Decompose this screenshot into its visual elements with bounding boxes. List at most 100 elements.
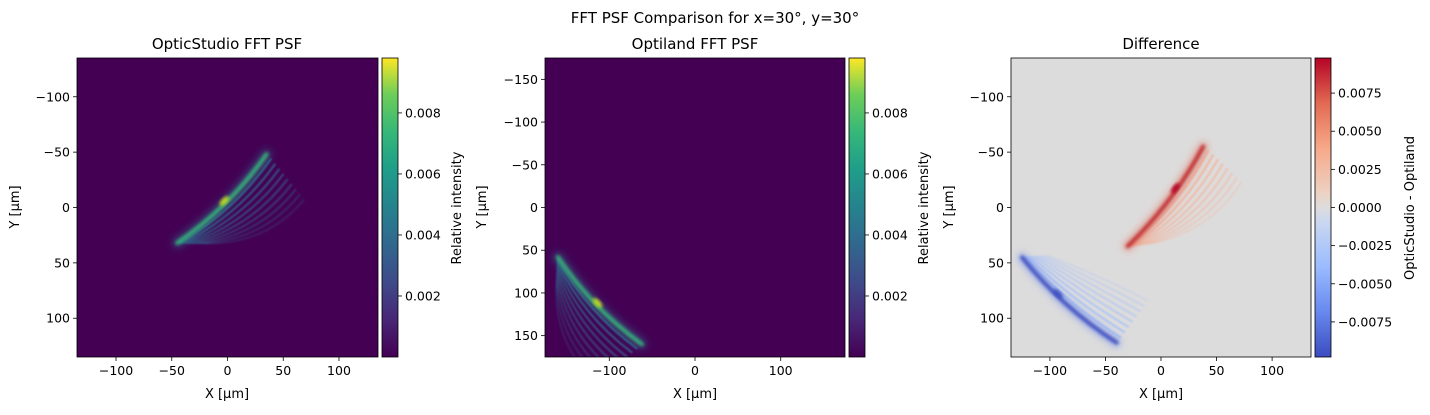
psf-fringe	[1145, 172, 1234, 246]
psf-fringe	[195, 183, 293, 245]
psf-fringe	[555, 280, 584, 357]
panel-title: Difference	[1122, 35, 1199, 53]
x-tick-label: −50	[159, 363, 185, 378]
panel-title: OpticStudio FFT PSF	[152, 35, 302, 53]
y-tick-label: −50	[512, 157, 538, 172]
y-tick-label: 0	[62, 200, 70, 215]
psf-hotspot	[219, 196, 230, 206]
colorbar-tick-label: 0.002	[872, 288, 908, 303]
colorbar-label: Relative intensity	[450, 151, 465, 264]
x-axis-label: X [µm]	[1139, 387, 1183, 402]
figure-suptitle: FFT PSF Comparison for x=30°, y=30°	[571, 9, 859, 27]
colorbar-tick-label: 0.0000	[1338, 200, 1382, 215]
psf-pattern	[553, 252, 647, 357]
x-axis-label: X [µm]	[205, 387, 249, 402]
plot-area	[545, 58, 845, 357]
colorbar-tick-label: 0.008	[872, 105, 908, 120]
colorbar-tick-label: −0.0025	[1338, 238, 1392, 253]
x-axis-label: X [µm]	[673, 387, 717, 402]
colorbar	[848, 57, 866, 358]
psf-fringe	[1036, 255, 1137, 318]
colorbar-tick-label: −0.0050	[1338, 276, 1392, 291]
x-tick-label: 0	[224, 363, 232, 378]
colorbar-ticks: 0.002 0.004 0.006 0.008	[398, 105, 441, 303]
y-tick-label: −100	[970, 89, 1004, 104]
psf-fringe	[1027, 255, 1126, 334]
psf-fringe	[555, 271, 610, 357]
panel-optiland: Optiland FFT PSF −100 0 100 −150 −100 −50 0 50…	[475, 35, 932, 402]
x-tick-label: −100	[592, 363, 626, 378]
psf-hotspot	[592, 298, 603, 308]
panel-difference: Difference −100 −50 0 50 100 −100 −50 0 50 100 X…	[942, 35, 1418, 402]
x-tick-label: 100	[1260, 363, 1284, 378]
colorbar-tick-label: 0.0025	[1338, 162, 1382, 177]
y-tick-label: 50	[988, 255, 1004, 270]
colorbar	[1314, 57, 1332, 358]
y-tick-label: 50	[522, 243, 538, 258]
y-tick-label: −50	[978, 145, 1004, 160]
psf-fringe	[201, 193, 301, 245]
y-axis-label: Y [µm]	[942, 185, 957, 229]
x-tick-label: 100	[327, 363, 351, 378]
y-tick-label: −50	[44, 145, 70, 160]
colorbar	[381, 57, 399, 358]
x-tick-label: −50	[1092, 363, 1118, 378]
psf-pattern	[172, 149, 305, 248]
difference-pattern	[1017, 142, 1243, 348]
psf-fringe	[1040, 255, 1141, 313]
y-tick-label: 0	[530, 200, 538, 215]
x-axis: −100 −50 0 50 100	[1033, 357, 1284, 378]
x-tick-label: 50	[1209, 363, 1225, 378]
psf-fringe	[198, 188, 297, 245]
psf-fringe	[1030, 255, 1130, 328]
panel-title: Optiland FFT PSF	[632, 35, 759, 53]
colorbar-tick-label: 0.006	[872, 166, 908, 181]
colorbar-tick-label: 0.004	[872, 227, 908, 242]
colorbar-tick-label: 0.002	[405, 288, 441, 303]
colorbar-ticks: 0.002 0.004 0.006 0.008	[865, 105, 908, 303]
psf-fringe	[556, 262, 633, 354]
y-tick-label: 100	[514, 285, 538, 300]
psf-fringe	[555, 283, 577, 357]
y-tick-label: 100	[46, 311, 70, 326]
psf-hotspot	[1052, 289, 1063, 299]
y-tick-label: 50	[54, 255, 70, 270]
y-tick-label: 100	[980, 311, 1004, 326]
colorbar-tick-label: 0.004	[405, 227, 441, 242]
y-tick-label: −100	[504, 115, 538, 130]
psf-fringe	[204, 198, 305, 245]
x-tick-label: −100	[1033, 363, 1067, 378]
psf-hotspot	[1171, 183, 1180, 194]
x-tick-label: 0	[691, 363, 699, 378]
x-tick-label: 50	[275, 363, 291, 378]
psf-caustic	[1020, 255, 1119, 345]
colorbar-tick-label: −0.0075	[1338, 314, 1392, 329]
x-axis: −100 −50 0 50 100	[99, 357, 351, 378]
psf-fringe	[556, 265, 628, 357]
psf-fringe	[1142, 167, 1229, 246]
colorbar-ticks: −0.0075 −0.0050 −0.0025 0.0000 0.0025 0.0050 0…	[1331, 86, 1392, 329]
psf-fringe	[182, 163, 276, 245]
plot-area	[77, 58, 378, 357]
psf-fringe	[555, 274, 601, 357]
x-axis: −100 0 100	[592, 357, 793, 378]
psf-fringe	[1139, 163, 1224, 246]
psf-fringe	[1132, 154, 1214, 247]
colorbar-tick-label: 0.0075	[1338, 86, 1382, 101]
y-axis-label: Y [µm]	[475, 185, 490, 229]
psf-fringe	[1043, 254, 1145, 307]
plot-area	[1011, 58, 1311, 357]
colorbar-label: OpticStudio - Optiland	[1403, 136, 1418, 280]
psf-fringe	[555, 277, 592, 357]
psf-caustic	[1125, 144, 1206, 249]
psf-fringe	[1135, 158, 1219, 247]
y-axis: −100 −50 0 50 100	[970, 89, 1011, 326]
y-tick-label: 0	[996, 200, 1004, 215]
panel-opticstudio: OpticStudio FFT PSF −100 −50 0 50 100 −100 −5…	[8, 35, 465, 402]
colorbar-tick-label: 0.006	[405, 166, 441, 181]
colorbar-tick-label: 0.008	[405, 105, 441, 120]
y-tick-label: −100	[36, 89, 70, 104]
x-tick-label: 0	[1157, 363, 1165, 378]
y-axis: −150 −100 −50 0 50 100 150	[504, 72, 545, 343]
